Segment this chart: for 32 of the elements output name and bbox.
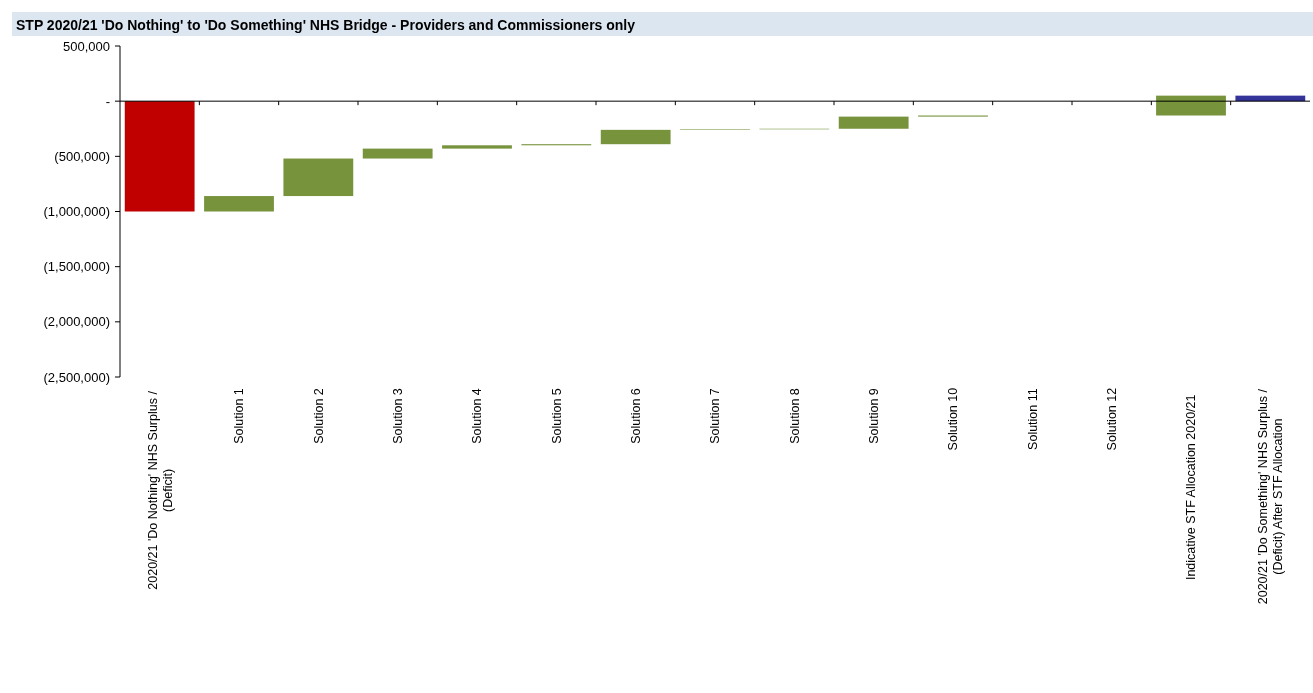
bar [442, 145, 512, 149]
x-tick-label: Solution 9 [867, 388, 882, 444]
bar [838, 116, 909, 129]
bar [204, 196, 274, 212]
x-tick-label: Solution 2 [311, 388, 326, 444]
chart-title: STP 2020/21 'Do Nothing' to 'Do Something' NHS Bridge - Providers and Commissioners only [16, 17, 636, 33]
y-tick-label: (500,000) [54, 148, 110, 164]
x-tick-label: Solution 12 [1105, 387, 1120, 451]
x-tick-label: 2020/21 'Do Nothing' NHS Surplus / (Deficit) [145, 390, 175, 590]
x-tick-label: Solution 5 [549, 388, 564, 444]
x-tick-label: 2020/21 'Do Something' NHS Surplus / (Deficit) After STF Allocation [1256, 388, 1286, 605]
y-tick-label: (2,000,000) [43, 314, 110, 330]
bar [124, 101, 195, 212]
x-tick-label: Solution 3 [391, 388, 406, 444]
x-tick-label: Solution 10 [946, 387, 961, 451]
x-tick-label: Solution 7 [708, 388, 723, 444]
bar [362, 148, 433, 159]
y-tick-label: - [105, 93, 110, 109]
bar [283, 158, 354, 197]
bar [1235, 95, 1306, 102]
y-tick-label: 500,000 [63, 38, 110, 54]
y-tick-label: (2,500,000) [43, 369, 110, 385]
y-tick-label: (1,500,000) [43, 259, 110, 275]
x-tick-label: Solution 4 [470, 388, 485, 444]
bar [1156, 95, 1226, 116]
x-tick-label: Indicative STF Allocation 2020/21 [1184, 394, 1199, 581]
y-tick-label: (1,000,000) [43, 204, 110, 220]
bar [600, 129, 671, 145]
x-tick-label: Solution 11 [1025, 388, 1040, 450]
x-tick-label: Solution 6 [629, 388, 644, 444]
x-tick-label: Solution 8 [787, 388, 802, 444]
x-tick-label: Solution 1 [232, 388, 247, 444]
